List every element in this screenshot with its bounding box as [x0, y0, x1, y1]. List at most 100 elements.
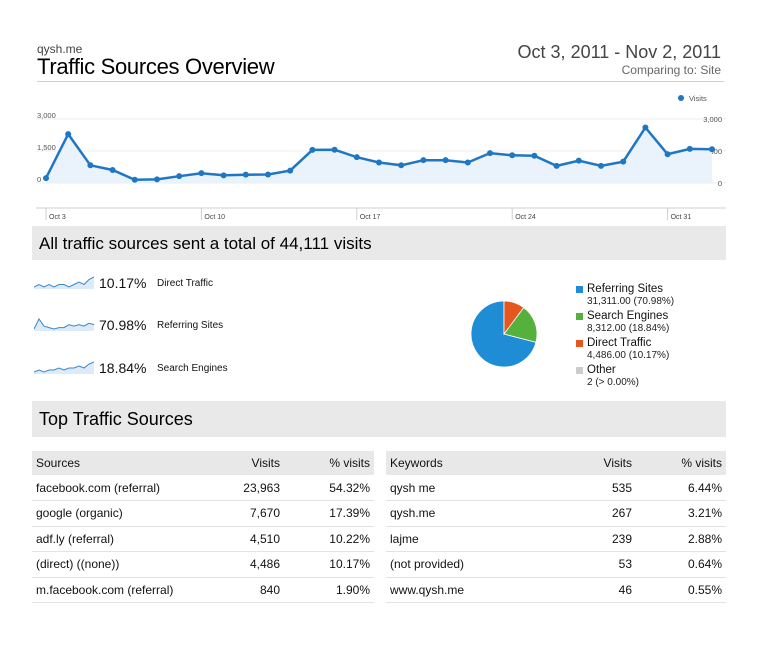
table-row[interactable]: (direct) ((none)) 4,486 10.17%	[32, 551, 374, 578]
keyword-visits: 239	[546, 526, 636, 552]
x-tick-label: Oct 3	[49, 214, 66, 221]
data-point[interactable]	[220, 172, 227, 179]
table-row[interactable]: (not provided) 53 0.64%	[386, 551, 726, 578]
data-point[interactable]	[531, 152, 538, 159]
data-point[interactable]	[642, 124, 649, 131]
col-header-keywords[interactable]: Keywords	[386, 451, 546, 475]
data-point[interactable]	[242, 171, 249, 178]
legend-name: Other	[587, 364, 616, 376]
keyword-name[interactable]: qysh me	[386, 475, 546, 501]
legend-swatch	[576, 340, 583, 347]
data-point[interactable]	[131, 176, 138, 183]
sparkline-line	[34, 318, 94, 330]
keyword-visits: 53	[546, 551, 636, 578]
keyword-name[interactable]: (not provided)	[386, 551, 546, 578]
source-name[interactable]: m.facebook.com (referral)	[32, 577, 194, 603]
source-name[interactable]: google (organic)	[32, 500, 194, 527]
data-point[interactable]	[265, 171, 271, 178]
data-point[interactable]	[420, 157, 427, 164]
table-row[interactable]: m.facebook.com (referral) 840 1.90%	[32, 577, 374, 603]
source-pct: 1.90%	[284, 577, 374, 603]
table-row[interactable]: qysh me 535 6.44%	[386, 475, 726, 501]
col-header-visits[interactable]: Visits	[194, 451, 284, 475]
source-visits: 4,486	[194, 551, 284, 578]
data-point[interactable]	[664, 151, 671, 158]
y-tick-label-left: 0	[37, 175, 41, 184]
legend-swatch	[576, 313, 583, 320]
data-point[interactable]	[309, 146, 316, 153]
table-row[interactable]: facebook.com (referral) 23,963 54.32%	[32, 475, 374, 501]
source-name[interactable]: (direct) ((none))	[32, 551, 194, 578]
data-point[interactable]	[509, 152, 516, 159]
data-point[interactable]	[398, 162, 405, 169]
table-row[interactable]: adf.ly (referral) 4,510 10.22%	[32, 526, 374, 552]
table-header-row: Keywords Visits % visits	[386, 451, 726, 475]
data-point[interactable]	[43, 175, 49, 182]
legend-name: Direct Traffic	[587, 337, 652, 349]
keywords-table: Keywords Visits % visits qysh me 535 6.44%…	[386, 451, 726, 603]
source-visits: 840	[194, 577, 284, 603]
data-point[interactable]	[553, 162, 560, 169]
legend-value: 31,311.00 (70.98%)	[587, 296, 675, 307]
col-header-pct-visits[interactable]: % visits	[636, 451, 726, 475]
data-point[interactable]	[598, 162, 604, 169]
keyword-visits: 46	[546, 577, 636, 603]
y-tick-label-right: 3,000	[703, 115, 722, 124]
chart-legend: Visits	[678, 94, 707, 103]
keyword-visits: 267	[546, 500, 636, 527]
keyword-name[interactable]: qysh.me	[386, 500, 546, 527]
visits-area	[46, 127, 712, 183]
data-point[interactable]	[709, 146, 715, 153]
sparkline-line	[34, 361, 94, 373]
data-point[interactable]	[487, 150, 493, 157]
top-sources-title: Top Traffic Sources	[39, 409, 193, 429]
spark-pct: 10.17%	[99, 275, 147, 291]
legend-swatch	[576, 286, 583, 293]
data-point[interactable]	[287, 167, 294, 174]
source-name[interactable]: adf.ly (referral)	[32, 526, 194, 552]
pie-slice-referring-sites[interactable]	[470, 300, 537, 368]
summary-title: All traffic sources sent a total of 44,1…	[39, 234, 372, 253]
data-point[interactable]	[686, 145, 693, 152]
legend-swatch	[576, 367, 583, 374]
keyword-name[interactable]: lajme	[386, 526, 546, 552]
source-visits: 7,670	[194, 500, 284, 527]
source-name[interactable]: facebook.com (referral)	[32, 475, 194, 501]
table-row[interactable]: lajme 239 2.88%	[386, 526, 726, 552]
data-point[interactable]	[575, 157, 582, 164]
legend-name: Referring Sites	[587, 283, 664, 295]
spark-pct: 70.98%	[99, 317, 147, 333]
col-header-visits[interactable]: Visits	[546, 451, 636, 475]
table-row[interactable]: www.qysh.me 46 0.55%	[386, 577, 726, 603]
summary-title-bar: All traffic sources sent a total of 44,1…	[32, 226, 726, 260]
data-point[interactable]	[109, 166, 116, 173]
source-visits: 23,963	[194, 475, 284, 501]
data-point[interactable]	[176, 173, 183, 180]
col-header-sources[interactable]: Sources	[32, 451, 194, 475]
pie-slice-direct-traffic[interactable]	[503, 300, 525, 336]
data-point[interactable]	[464, 159, 471, 166]
traffic-pie-chart	[470, 300, 538, 368]
data-point[interactable]	[620, 158, 627, 165]
table-row[interactable]: google (organic) 7,670 17.39%	[32, 500, 374, 527]
source-visits: 4,510	[194, 526, 284, 552]
col-header-pct-visits[interactable]: % visits	[284, 451, 374, 475]
data-point[interactable]	[154, 176, 160, 183]
data-point[interactable]	[376, 159, 382, 166]
table-row[interactable]: qysh.me 267 3.21%	[386, 500, 726, 527]
sparkline-referring	[34, 318, 94, 331]
data-point[interactable]	[331, 146, 338, 153]
sparkline-area	[34, 362, 94, 374]
pie-slice-search-engines[interactable]	[503, 306, 538, 343]
data-point[interactable]	[87, 162, 94, 169]
keyword-name[interactable]: www.qysh.me	[386, 577, 546, 603]
legend-name: Search Engines	[587, 310, 669, 322]
date-range[interactable]: Oct 3, 2011 - Nov 2, 2011	[517, 42, 721, 62]
data-point[interactable]	[65, 131, 72, 138]
data-point[interactable]	[353, 154, 360, 161]
data-point[interactable]	[442, 157, 449, 164]
data-point[interactable]	[198, 170, 205, 177]
y-tick-label-right: 0	[718, 179, 722, 188]
sparkline-search	[34, 361, 94, 374]
keyword-pct: 6.44%	[636, 475, 726, 501]
